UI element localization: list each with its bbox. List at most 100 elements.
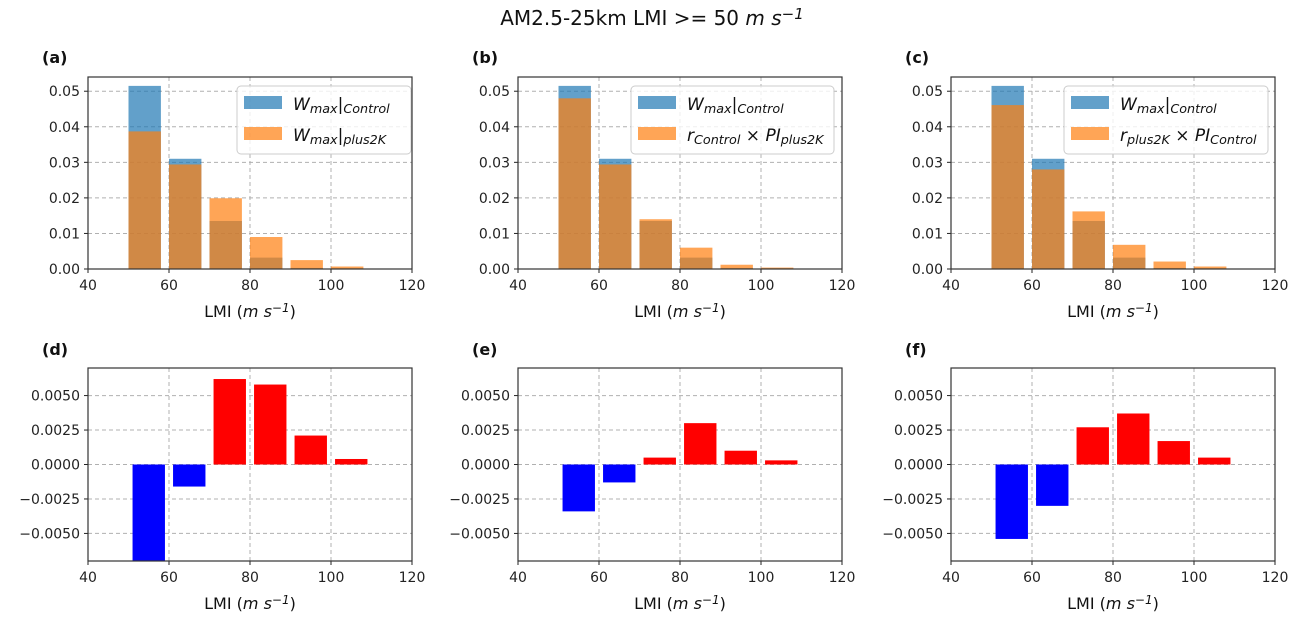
text-segment: −1 — [782, 5, 804, 23]
text-segment: LMI ( — [204, 302, 243, 321]
axes-frame — [950, 367, 1276, 562]
legend-label: Wmax|Control — [687, 95, 784, 117]
bar-negative — [173, 464, 206, 487]
legend-label: rplus2K × PIControl — [1120, 126, 1257, 148]
x-tick-label: 60 — [590, 570, 608, 586]
text-segment: −1 — [1135, 301, 1153, 315]
x-tick-label: 100 — [748, 570, 775, 586]
bar-positive — [254, 384, 287, 465]
axes-frame — [87, 367, 413, 562]
x-tick-label: 60 — [160, 278, 178, 294]
legend: Wmax|Control rControl × PIplus2K — [630, 85, 835, 155]
text-segment: PI — [765, 126, 780, 146]
x-tick-label: 60 — [160, 570, 178, 586]
text-segment: LMI ( — [634, 594, 673, 613]
legend-label: rControl × PIplus2K — [687, 126, 825, 148]
bar-experiment — [209, 198, 242, 269]
y-tick-label: 0.01 — [479, 226, 510, 242]
bar-positive — [643, 457, 676, 465]
y-tick-label: 0.01 — [912, 226, 943, 242]
text-segment: m s — [1106, 594, 1135, 613]
text-segment: −1 — [1135, 593, 1153, 607]
bar-positive — [335, 458, 368, 465]
bar-positive — [765, 460, 798, 465]
bar-positive — [1117, 413, 1150, 465]
panel-label: (e) — [472, 340, 497, 359]
text-segment: AM2.5-25km LMI >= 50 — [500, 6, 745, 30]
bar-positive — [1198, 457, 1231, 465]
text-segment: Control — [343, 102, 390, 117]
x-tick-label: 120 — [829, 278, 856, 294]
text-segment: W — [293, 126, 311, 146]
bar-experiment — [250, 237, 283, 269]
x-tick-label: 40 — [509, 570, 527, 586]
text-segment: × — [1170, 126, 1195, 146]
legend-label: Wmax|Control — [293, 95, 390, 117]
y-tick-label: 0.0050 — [461, 389, 510, 405]
bar-experiment — [639, 219, 672, 269]
text-segment: × — [740, 126, 765, 146]
y-tick-label: 0.00 — [912, 262, 943, 278]
text-segment: LMI ( — [1067, 302, 1106, 321]
bar-experiment — [761, 267, 794, 269]
bars — [991, 85, 1227, 269]
x-tick-label: 100 — [318, 278, 345, 294]
text-segment: −1 — [272, 301, 290, 315]
x-tick-label: 80 — [1104, 570, 1122, 586]
text-segment: m s — [673, 302, 702, 321]
panel-f: 40 60 80 100 120 −0.0050 −0.0025 0.0000 0.0025 0.… — [882, 340, 1288, 613]
text-segment: m s — [243, 594, 272, 613]
bar-experiment — [1113, 244, 1146, 269]
bar-positive — [213, 379, 246, 465]
bar-negative — [995, 464, 1028, 539]
x-tick-label: 60 — [590, 278, 608, 294]
bars — [562, 423, 798, 512]
text-segment: LMI ( — [1067, 594, 1106, 613]
legend: Wmax|Control rplus2K × PIControl — [1063, 85, 1269, 155]
text-segment: LMI ( — [204, 594, 243, 613]
text-segment: LMI ( — [634, 302, 673, 321]
text-segment: ) — [1153, 594, 1159, 613]
bar-negative — [562, 464, 595, 512]
bar-experiment — [1032, 169, 1065, 269]
text-segment: r — [687, 126, 695, 146]
y-tick-label: 0.05 — [49, 84, 80, 100]
y-tick-label: 0.05 — [479, 84, 510, 100]
y-tick-label: 0.0050 — [894, 389, 943, 405]
x-tick-label: 60 — [1023, 570, 1041, 586]
axes-frame — [517, 367, 843, 562]
x-axis-label: LMI (m s−1) — [204, 301, 296, 321]
x-tick-label: 100 — [318, 570, 345, 586]
panel-label: (b) — [472, 48, 498, 67]
y-tick-label: 0.0000 — [461, 458, 510, 474]
bar-experiment — [290, 260, 323, 269]
text-segment: −1 — [702, 593, 720, 607]
text-segment: plus2K — [780, 133, 825, 148]
bars — [132, 379, 368, 561]
legend-label: Wmax|Control — [1120, 95, 1217, 117]
x-tick-label: 60 — [1023, 278, 1041, 294]
panel-a: 40 60 80 100 120 0.00 0.01 0.02 0.03 0.04 0.05 Wmax… — [42, 48, 425, 321]
y-tick-label: 0.04 — [479, 120, 510, 136]
axes-frame — [950, 76, 1276, 270]
bar-experiment — [1072, 211, 1105, 269]
bar-negative — [132, 464, 165, 561]
y-tick-label: 0.0000 — [894, 458, 943, 474]
x-tick-label: 40 — [79, 278, 97, 294]
panel-label: (d) — [42, 340, 68, 359]
text-segment: | — [338, 95, 344, 115]
text-segment: plus2K — [1126, 133, 1171, 148]
bars — [558, 85, 794, 269]
y-tick-label: −0.0025 — [449, 492, 510, 508]
x-axis-label: LMI (m s−1) — [204, 593, 296, 613]
legend-swatch — [244, 127, 282, 140]
y-tick-label: −0.0050 — [882, 526, 943, 542]
x-axis-label: LMI (m s−1) — [1067, 593, 1159, 613]
legend-swatch — [638, 96, 676, 109]
text-segment: m s — [243, 302, 272, 321]
y-tick-label: 0.0025 — [461, 423, 510, 439]
x-tick-label: 40 — [79, 570, 97, 586]
text-segment: W — [687, 95, 705, 115]
text-segment: Control — [1210, 133, 1257, 148]
